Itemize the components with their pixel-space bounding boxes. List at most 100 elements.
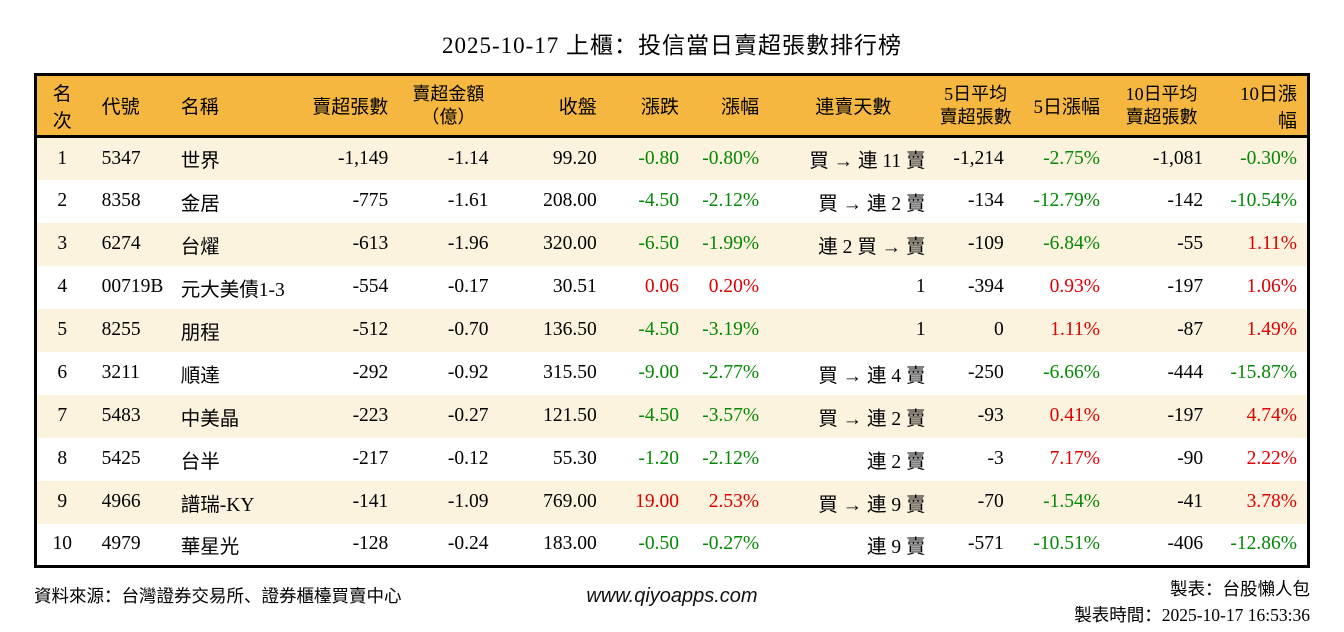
close-cell: 315.50 <box>543 362 597 383</box>
made-time-text: 製表時間：2025-10-17 16:53:36 <box>1074 605 1310 625</box>
rank-cell: 10 <box>52 533 73 555</box>
table-row: 7 5483 中美晶 -223 -0.27 121.50 -4.50 -3.57… <box>35 394 1309 438</box>
change-cell: -4.50 <box>638 319 679 340</box>
header-pct10: 10日漲幅 <box>1213 74 1309 138</box>
close-cell: 136.50 <box>543 319 597 340</box>
avg10-cell: -55 <box>1177 233 1204 254</box>
table-row: 1 5347 世界 -1,149 -1.14 99.20 -0.80 -0.80… <box>35 136 1309 180</box>
table-row: 9 4966 譜瑞-KY -141 -1.09 769.00 19.00 2.5… <box>35 480 1309 524</box>
amount-cell: -1.61 <box>447 190 489 211</box>
header-change-pct: 漲幅 <box>688 74 770 138</box>
streak-cell: 買 → 連 4 賣 <box>818 365 926 387</box>
avg5-cell: -1,214 <box>953 147 1004 169</box>
pct5-cell: 0.41% <box>1049 405 1100 426</box>
streak-cell: 1 <box>915 319 926 340</box>
close-cell: 183.00 <box>543 533 597 555</box>
table-row: 5 8255 朋程 -512 -0.70 136.50 -4.50 -3.19%… <box>35 308 1309 352</box>
pct10-cell: 1.11% <box>1247 233 1297 254</box>
change-pct-cell: -2.12% <box>702 448 760 469</box>
avg10-cell: -1,081 <box>1152 147 1204 169</box>
avg10-cell: -142 <box>1167 190 1204 211</box>
header-rank: 名次 <box>35 74 88 138</box>
change-pct-cell: -3.57% <box>702 405 760 426</box>
avg10-cell: -406 <box>1167 533 1204 555</box>
amount-cell: -0.12 <box>447 448 489 469</box>
code-cell: 00719B <box>101 276 164 297</box>
net-sell-cell: -223 <box>352 405 389 426</box>
pct5-cell: 1.11% <box>1050 319 1100 340</box>
header-streak: 連賣天數 <box>769 74 938 138</box>
pct10-cell: -0.30% <box>1240 147 1297 169</box>
name-cell: 朋程 <box>180 322 220 344</box>
avg5-cell: -571 <box>967 533 1004 555</box>
avg5-cell: -250 <box>967 362 1004 383</box>
name-cell: 世界 <box>180 151 220 173</box>
streak-cell: 連 9 賣 <box>867 536 926 558</box>
amount-cell: -0.70 <box>447 319 489 340</box>
close-cell: 99.20 <box>552 147 597 169</box>
name-cell: 台半 <box>180 451 220 473</box>
code-cell: 6274 <box>101 233 141 254</box>
avg10-cell: -41 <box>1177 491 1204 512</box>
avg5-cell: -109 <box>967 233 1004 254</box>
page-title: 2025-10-17 上櫃：投信當日賣超張數排行榜 <box>441 33 903 58</box>
header-avg10: 10日平均 賣超張數 <box>1109 74 1214 138</box>
pct10-cell: 3.78% <box>1246 491 1297 512</box>
change-cell: -0.50 <box>638 533 679 555</box>
code-cell: 5347 <box>101 147 141 169</box>
table-row: 6 3211 順達 -292 -0.92 315.50 -9.00 -2.77%… <box>35 351 1309 395</box>
code-cell: 4979 <box>101 533 141 555</box>
header-change: 漲跌 <box>606 74 689 138</box>
table-body: 1 5347 世界 -1,149 -1.14 99.20 -0.80 -0.80… <box>35 136 1309 567</box>
pct10-cell: 2.22% <box>1246 448 1297 469</box>
pct10-cell: -10.54% <box>1230 190 1297 211</box>
pct5-cell: -6.66% <box>1043 362 1100 383</box>
net-sell-cell: -128 <box>352 533 389 555</box>
change-pct-cell: -0.27% <box>702 533 760 555</box>
streak-cell: 連 2 賣 <box>867 451 926 473</box>
footer: 資料來源：台灣證券交易所、證券櫃檯買賣中心 www.qiyoapps.com 製… <box>34 576 1310 632</box>
header-code: 代號 <box>87 74 163 138</box>
change-pct-cell: 0.20% <box>708 276 760 297</box>
net-sell-cell: -613 <box>352 233 389 254</box>
change-cell: 0.06 <box>644 276 679 297</box>
change-cell: -9.00 <box>638 362 679 383</box>
header-pct5: 5日漲幅 <box>1013 74 1110 138</box>
pct10-cell: 1.49% <box>1246 319 1297 340</box>
pct5-cell: -2.75% <box>1043 147 1100 169</box>
name-cell: 元大美債1-3 <box>180 279 285 301</box>
net-sell-cell: -1,149 <box>337 147 389 169</box>
amount-cell: -1.09 <box>447 491 489 512</box>
amount-cell: -0.27 <box>447 405 489 426</box>
net-sell-cell: -775 <box>352 190 389 211</box>
amount-cell: -0.24 <box>447 533 489 555</box>
website-link[interactable]: www.qiyoapps.com <box>586 585 758 607</box>
pct5-cell: -6.84% <box>1043 233 1100 254</box>
streak-cell: 買 → 連 9 賣 <box>818 494 926 516</box>
code-cell: 5425 <box>101 448 141 469</box>
name-cell: 譜瑞-KY <box>180 494 255 516</box>
change-cell: -1.20 <box>638 448 679 469</box>
net-sell-cell: -141 <box>352 491 389 512</box>
avg5-cell: -3 <box>987 448 1004 469</box>
code-cell: 8255 <box>101 319 141 340</box>
change-pct-cell: -2.77% <box>702 362 760 383</box>
net-sell-cell: -554 <box>352 276 389 297</box>
close-cell: 208.00 <box>543 190 597 211</box>
change-cell: -4.50 <box>638 405 679 426</box>
rank-cell: 6 <box>57 362 68 383</box>
change-pct-cell: -0.80% <box>702 147 760 169</box>
name-cell: 中美晶 <box>180 408 240 430</box>
maker-text: 製表：台股懶人包 <box>1170 579 1310 599</box>
pct5-cell: -12.79% <box>1033 190 1100 211</box>
rank-cell: 5 <box>57 319 68 340</box>
avg10-cell: -444 <box>1167 362 1204 383</box>
rank-cell: 8 <box>57 448 68 469</box>
change-pct-cell: -1.99% <box>702 233 760 254</box>
change-cell: -6.50 <box>638 233 679 254</box>
avg10-cell: -90 <box>1177 448 1204 469</box>
amount-cell: -0.17 <box>447 276 489 297</box>
table-row: 8 5425 台半 -217 -0.12 55.30 -1.20 -2.12% … <box>35 437 1309 481</box>
rank-cell: 9 <box>57 491 68 512</box>
code-cell: 4966 <box>101 491 141 512</box>
